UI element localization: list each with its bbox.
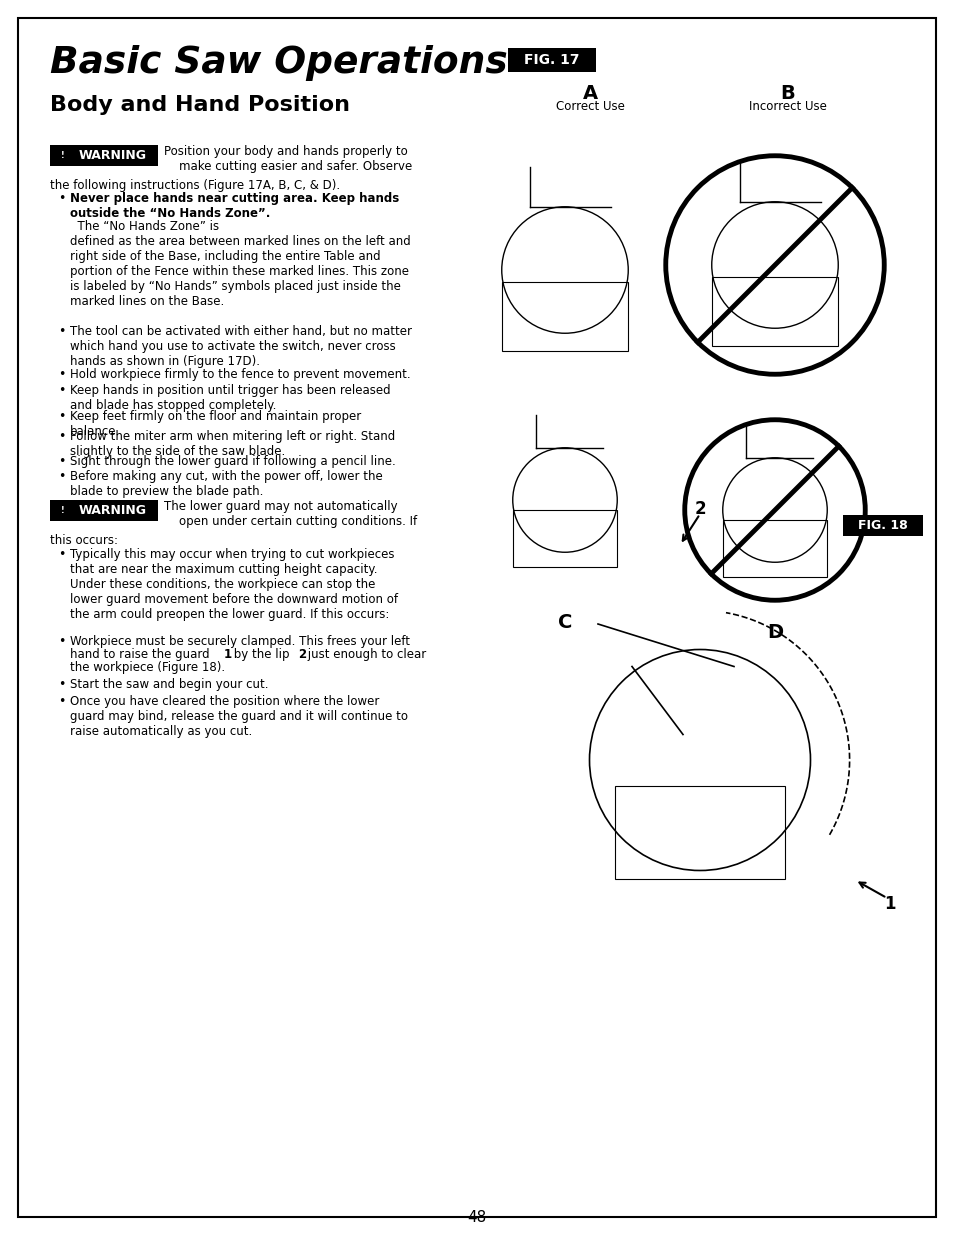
- Bar: [711, 277, 838, 346]
- Text: A: A: [582, 84, 597, 103]
- Text: •: •: [58, 635, 66, 648]
- Text: Basic Saw Operations: Basic Saw Operations: [50, 44, 507, 82]
- Bar: [615, 785, 784, 879]
- Text: ▲: ▲: [59, 505, 67, 515]
- Text: 1: 1: [883, 895, 895, 913]
- Text: The “No Hands Zone” is
defined as the area between marked lines on the left and
: The “No Hands Zone” is defined as the ar…: [70, 220, 411, 308]
- Text: this occurs:: this occurs:: [50, 534, 118, 547]
- Bar: [507, 48, 596, 72]
- Text: •: •: [58, 695, 66, 708]
- Text: 2: 2: [694, 500, 705, 517]
- Text: Follow the miter arm when mitering left or right. Stand
slightly to the side of : Follow the miter arm when mitering left …: [70, 430, 395, 458]
- Text: the following instructions (Figure 17A, B, C, & D).: the following instructions (Figure 17A, …: [50, 179, 340, 191]
- Text: •: •: [58, 368, 66, 382]
- Text: The tool can be activated with either hand, but no matter
which hand you use to : The tool can be activated with either ha…: [70, 325, 412, 368]
- Text: by the lip: by the lip: [230, 648, 293, 661]
- Text: •: •: [58, 191, 66, 205]
- Text: •: •: [58, 410, 66, 424]
- Text: Never place hands near cutting area. Keep hands
outside the “No Hands Zone”.: Never place hands near cutting area. Kee…: [70, 191, 399, 220]
- Bar: [512, 510, 617, 567]
- Text: WARNING: WARNING: [79, 504, 147, 517]
- Text: Keep feet firmly on the floor and maintain proper
balance.: Keep feet firmly on the floor and mainta…: [70, 410, 361, 438]
- Text: Body and Hand Position: Body and Hand Position: [50, 95, 350, 115]
- Text: hand to raise the guard: hand to raise the guard: [70, 648, 213, 661]
- Text: D: D: [766, 622, 782, 642]
- Text: •: •: [58, 678, 66, 692]
- Text: Position your body and hands properly to
    make cutting easier and safer. Obse: Position your body and hands properly to…: [164, 144, 412, 173]
- Text: B: B: [780, 84, 795, 103]
- Text: The lower guard may not automatically
    open under certain cutting conditions.: The lower guard may not automatically op…: [164, 500, 416, 529]
- Text: •: •: [58, 384, 66, 396]
- Text: •: •: [58, 325, 66, 338]
- Text: •: •: [58, 471, 66, 483]
- Text: Hold workpiece firmly to the fence to prevent movement.: Hold workpiece firmly to the fence to pr…: [70, 368, 410, 382]
- Text: •: •: [58, 548, 66, 561]
- Text: Start the saw and begin your cut.: Start the saw and begin your cut.: [70, 678, 268, 692]
- Text: Once you have cleared the position where the lower
guard may bind, release the g: Once you have cleared the position where…: [70, 695, 408, 739]
- Text: Keep hands in position until trigger has been released
and blade has stopped com: Keep hands in position until trigger has…: [70, 384, 390, 412]
- Text: Before making any cut, with the power off, lower the
blade to preview the blade : Before making any cut, with the power of…: [70, 471, 382, 498]
- Text: 48: 48: [467, 1210, 486, 1225]
- Text: 2: 2: [297, 648, 306, 661]
- Text: FIG. 18: FIG. 18: [858, 519, 907, 532]
- Text: 1: 1: [224, 648, 232, 661]
- Text: ▲: ▲: [59, 151, 67, 161]
- Text: Typically this may occur when trying to cut workpieces
that are near the maximum: Typically this may occur when trying to …: [70, 548, 397, 621]
- Bar: [50, 500, 158, 521]
- Text: FIG. 17: FIG. 17: [524, 53, 579, 67]
- Text: •: •: [58, 430, 66, 443]
- Text: !: !: [61, 151, 65, 161]
- Text: the workpiece (Figure 18).: the workpiece (Figure 18).: [70, 661, 225, 674]
- Bar: [50, 144, 158, 165]
- Bar: [501, 282, 628, 351]
- Text: !: !: [61, 506, 65, 515]
- Text: Sight through the lower guard if following a pencil line.: Sight through the lower guard if followi…: [70, 454, 395, 468]
- Text: Incorrect Use: Incorrect Use: [748, 100, 826, 112]
- Text: Workpiece must be securely clamped. This frees your left: Workpiece must be securely clamped. This…: [70, 635, 410, 648]
- Bar: [722, 520, 826, 577]
- Bar: [842, 515, 923, 536]
- Text: Correct Use: Correct Use: [555, 100, 624, 112]
- Text: •: •: [58, 454, 66, 468]
- Text: C: C: [558, 613, 572, 632]
- Text: just enough to clear: just enough to clear: [304, 648, 426, 661]
- Text: WARNING: WARNING: [79, 149, 147, 162]
